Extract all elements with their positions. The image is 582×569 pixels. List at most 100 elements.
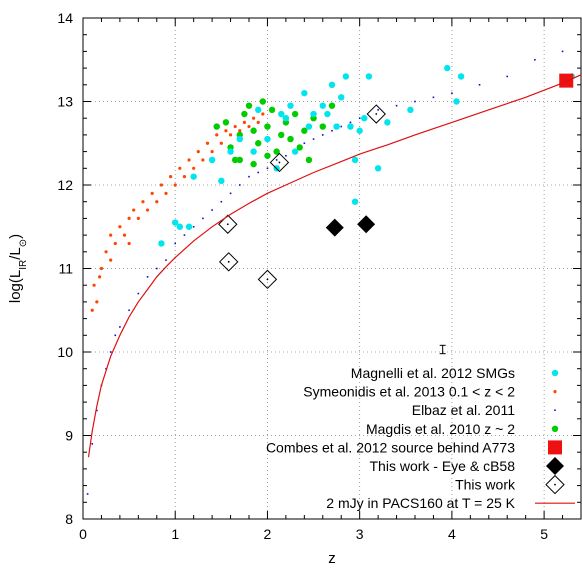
data-point [377,109,379,111]
series-5 [325,215,376,237]
data-point [351,198,359,205]
x-tick-label: 5 [540,526,548,542]
x-tick-label: 3 [356,526,364,542]
data-point [201,158,205,162]
data-point [384,119,391,126]
data-point [342,73,350,80]
legend-label: Magdis et al. 2010 z ~ 2 [366,421,515,437]
legend-marker [551,425,559,432]
data-point [278,110,285,118]
error-bar [439,344,446,355]
data-point [365,73,373,80]
data-point [205,141,210,145]
x-tick-label: 0 [79,526,87,542]
data-point [164,191,168,195]
legend-label: Symeonidis et al. 2013 0.1 < z < 2 [303,384,515,400]
data-point [155,267,158,270]
data-point [104,250,108,254]
data-point [310,110,317,118]
data-point [268,106,276,114]
data-point [91,443,94,445]
data-point [287,135,294,143]
data-point [248,175,250,178]
data-point [222,119,230,126]
legend-marker [546,457,564,475]
data-point [196,150,200,154]
data-point [506,75,509,78]
data-point [192,166,196,170]
data-point [275,159,278,161]
data-point [321,134,324,136]
y-tick-label: 10 [57,344,73,360]
legend-label: Magnelli et al. 2012 SMGs [351,365,515,381]
data-point [278,131,285,139]
marker-diamond-filled [357,215,376,234]
data-point [210,150,214,154]
data-point [183,234,186,236]
legend-marker [545,474,565,495]
y-tick-label: 11 [58,261,73,277]
marker-diamond-open-center [227,260,230,263]
legend-marker [548,440,562,455]
data-point [233,124,237,129]
data-point [261,112,265,116]
y-axis-label-sun: ⊙ [18,239,29,247]
data-point [561,50,564,53]
data-point [219,141,223,145]
series-1 [90,112,265,312]
data-point [155,200,159,204]
legend-label: This work [455,477,516,493]
data-point [202,217,204,220]
y-tick-label: 8 [65,511,73,527]
y-tick-label: 14 [57,10,73,26]
marker-square [559,73,574,88]
y-axis-label: log(LIR/L⊙) [7,234,29,303]
series-3 [213,98,336,168]
data-point [328,81,336,89]
y-tick-label: 12 [57,177,73,193]
legend-marker [553,390,557,394]
data-point [208,156,216,164]
data-point [236,156,243,164]
data-point [478,84,481,86]
data-point [96,409,98,412]
data-point [158,240,165,247]
marker-diamond-open [269,152,290,173]
data-point [132,208,136,212]
data-point [109,233,113,237]
data-point [451,92,453,94]
data-point [128,309,130,312]
data-point [256,120,260,124]
data-point [228,133,233,137]
data-point [86,493,89,495]
data-point [351,156,359,164]
data-point [395,104,398,107]
series-6 [218,104,386,290]
data-point [407,106,414,114]
marker-diamond-open [257,269,278,290]
legend-label: This work - Eye & cB58 [370,458,516,474]
data-point [291,110,299,118]
data-point [296,144,303,151]
grid [83,18,581,519]
y-axis-label-mid: /L [7,247,24,260]
data-point [259,98,267,105]
data-point [266,167,269,170]
data-point [172,219,179,226]
data-point [99,266,104,271]
series-layer [86,50,575,495]
data-point [90,308,94,312]
data-point [340,125,343,128]
marker-diamond-open-center [266,278,269,281]
data-point [150,191,154,195]
data-point [109,351,112,353]
data-point [361,115,368,122]
y-tick-label: 13 [57,94,73,110]
legend: Magnelli et al. 2012 SMGs Symeonidis et a… [266,365,575,511]
data-point [287,102,294,109]
data-point [173,183,177,187]
legend-marker [554,409,556,411]
legend-marker [551,369,559,377]
data-point [231,156,239,164]
legend-label: Combes et al. 2012 source behind A773 [266,439,515,455]
